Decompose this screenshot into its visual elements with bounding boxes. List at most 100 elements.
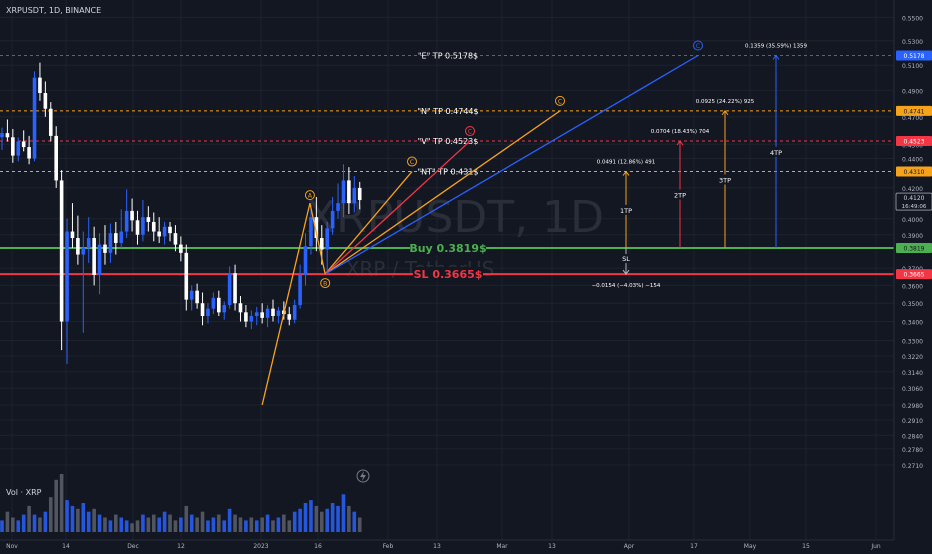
price-tick-label: 0.2910: [902, 418, 923, 425]
price-tick-label: 0.4400: [902, 156, 923, 163]
candle-body: [314, 217, 319, 239]
b-label: B: [323, 281, 327, 288]
fan-c-label-2: C: [468, 129, 472, 136]
level-label-tp_nt: "NT" TP 0.431$: [417, 168, 478, 177]
candle-body: [119, 231, 124, 243]
last-price-badge-bg: [895, 192, 932, 211]
time-tick-label: 17: [690, 543, 698, 550]
volume-bar: [336, 505, 340, 532]
fan-line-4: [324, 54, 699, 275]
volume-bar: [352, 511, 357, 532]
time-tick-label: 15: [802, 543, 810, 550]
price-badge-tp_e: 0.5178: [904, 53, 925, 60]
price-tick-label: 0.3900: [902, 233, 923, 240]
time-axis[interactable]: Nov 14 Dec 12 2023 16 Feb 13 Mar 13 Apr 17 May 15 Jun: [0, 539, 894, 550]
buy-label: Buy 0.3819$: [409, 242, 486, 255]
time-tick-label: Nov: [6, 543, 18, 550]
watermark-symbol: XRPUSDT, 1D: [306, 192, 604, 243]
volume-bar: [357, 517, 362, 532]
time-tick-label: Mar: [496, 543, 508, 550]
volume-bar: [189, 514, 194, 532]
volume-bar: [254, 520, 259, 532]
projection-label-bg-tp1: [617, 204, 635, 215]
volume-bar: [217, 514, 221, 532]
time-tick-label: Feb: [383, 543, 394, 550]
time-tick-label: 12: [177, 543, 185, 550]
price-badge-bg-tp_n: [896, 105, 932, 116]
projection-label-tp2: 2TP: [674, 192, 686, 200]
price-badge-bg-tp_nt: [896, 166, 932, 177]
candle-body: [352, 187, 357, 204]
candle-body: [103, 244, 107, 253]
volume-bar: [146, 517, 151, 532]
price-axis[interactable]: 0.55000.53000.51000.49000.47000.45000.44…: [893, 0, 932, 540]
candle-body: [146, 217, 151, 222]
price-tick-label: 0.2780: [902, 447, 923, 454]
candle-body: [254, 312, 259, 317]
time-tick-label: 13: [433, 543, 441, 550]
projection-label-bg-tp3: [716, 174, 734, 185]
volume-bar: [298, 508, 302, 532]
volume-bar: [114, 514, 118, 532]
volume-bar: [211, 517, 216, 532]
fan-c-label-3: C: [558, 98, 562, 105]
volume-bar: [222, 520, 227, 532]
candle-body: [38, 77, 42, 93]
candle-body: [92, 238, 96, 275]
candle-body: [249, 316, 254, 322]
volume-bar: [347, 505, 351, 532]
level-label-tp_e: "E" TP 0.5178$: [418, 51, 478, 60]
projection-label-bg-tp2: [671, 189, 689, 200]
volume-bar: [151, 514, 156, 532]
fan-line-2: [324, 140, 471, 275]
candle-body: [16, 141, 21, 156]
price-tick-label: 0.3140: [902, 370, 923, 377]
price-tick-label: 0.3300: [902, 338, 923, 345]
volume-bar: [271, 520, 275, 532]
candle-body: [260, 312, 264, 318]
candle-body: [265, 308, 270, 318]
time-tick-label: Apr: [624, 543, 635, 550]
volume-label[interactable]: Vol · XRP: [6, 488, 42, 497]
volume-bar: [233, 514, 237, 532]
volume-bar: [319, 511, 324, 532]
symbol-header[interactable]: XRPUSDT, 1D, BINANCE: [6, 6, 101, 15]
lightning-icon[interactable]: [356, 469, 370, 483]
price-badges: 0.5178 0.4741 0.4523 0.4310 0.3819 0.3665 0.41…: [895, 50, 932, 280]
volume-bar: [76, 508, 80, 532]
price-badge-bg-tp_v: [896, 136, 932, 147]
volume-bar: [173, 520, 178, 532]
volume-bar: [54, 479, 58, 532]
candle-body: [59, 180, 64, 322]
candle-body: [5, 133, 10, 138]
candle-body: [200, 303, 205, 317]
projection-label-bg-sl: [619, 254, 633, 264]
price-badge-tp_n: 0.4741: [904, 108, 925, 115]
volume-bar: [309, 500, 313, 532]
candle-body: [97, 244, 102, 275]
candle-body: [195, 290, 199, 304]
candle-body: [124, 210, 129, 232]
time-tick-label: Dec: [127, 543, 139, 550]
fan-c-label-1: C: [410, 159, 414, 166]
candle-body: [357, 187, 362, 201]
sl-label-bg: [413, 267, 483, 282]
price-tick-label: 0.3600: [902, 283, 923, 290]
time-tick-label: 13: [548, 543, 556, 550]
candle-body: [287, 314, 292, 320]
volume-bar: [32, 514, 37, 532]
volume-bar: [103, 517, 107, 532]
fan-line-3: [324, 110, 561, 275]
candle-body: [179, 244, 183, 253]
candle-body: [347, 180, 351, 204]
volume-bar: [162, 511, 167, 532]
volume-bar: [276, 517, 281, 532]
candle-body: [184, 252, 189, 300]
buy-label-bg: [410, 241, 486, 256]
projection-stat-sl: −0.0154 (−4.03%) −154: [592, 283, 661, 289]
volume-bar: [200, 511, 205, 532]
projection-label-tp1: 1TP: [620, 207, 632, 215]
volume-bar: [330, 503, 335, 532]
